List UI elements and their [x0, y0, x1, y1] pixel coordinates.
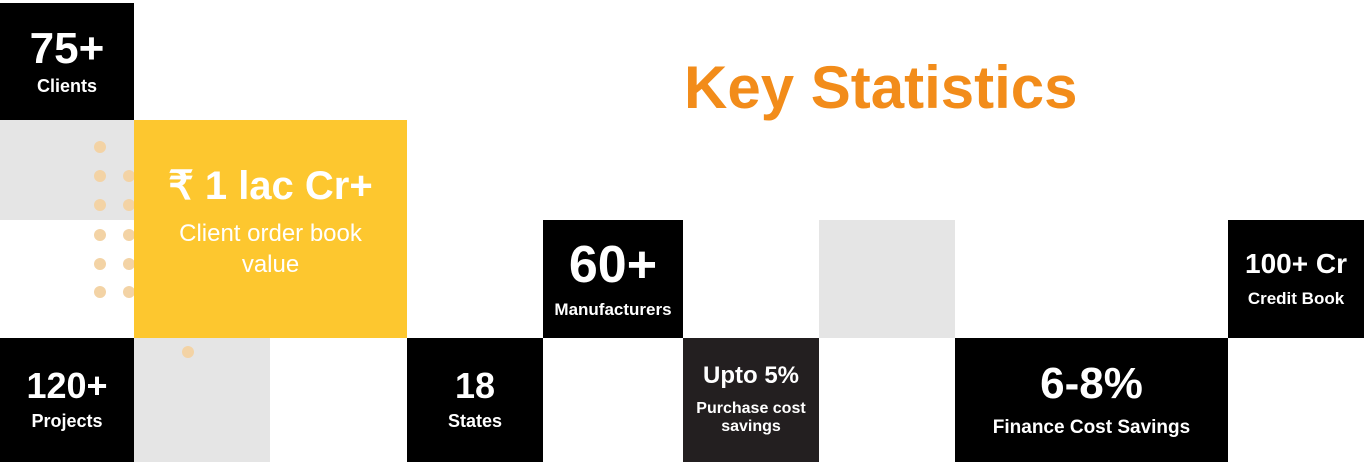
stat-credit-book: 100+ Cr Credit Book [1228, 220, 1364, 338]
stat-value: 6-8% [1040, 358, 1143, 408]
stat-value: 75+ [29, 23, 105, 73]
stat-label: Purchase cost savings [696, 400, 806, 435]
stat-value: 18 [454, 365, 496, 407]
grey-block [0, 120, 134, 220]
stat-label: Projects [31, 411, 103, 432]
stat-order-book: ₹ 1 lac Cr+ Client order book value [134, 120, 407, 338]
stat-label: States [447, 411, 503, 432]
grey-block [819, 220, 955, 338]
stat-label: Finance Cost Savings [992, 416, 1191, 438]
stat-label: Credit Book [1247, 288, 1345, 308]
stat-value: Upto 5% [703, 362, 799, 390]
stat-label: Clients [36, 75, 97, 96]
stat-states: 18 States [407, 338, 543, 462]
stat-value: 60+ [568, 235, 658, 294]
stat-purchase-savings: Upto 5% Purchase cost savings [683, 338, 819, 462]
stat-value: 100+ Cr [1245, 247, 1347, 279]
grey-block [134, 338, 270, 462]
stat-finance-savings: 6-8% Finance Cost Savings [955, 338, 1228, 462]
stat-label: Client order book value [179, 220, 362, 279]
stat-manufacturers: 60+ Manufacturers [543, 220, 683, 338]
stat-label: Manufacturers [554, 299, 672, 319]
stat-value: 120+ [26, 365, 108, 407]
stat-value: ₹ 1 lac Cr+ [168, 164, 373, 208]
stat-clients: 75+ Clients [0, 3, 134, 120]
stat-projects: 120+ Projects [0, 338, 134, 462]
page-title: Key Statistics [684, 54, 1078, 121]
